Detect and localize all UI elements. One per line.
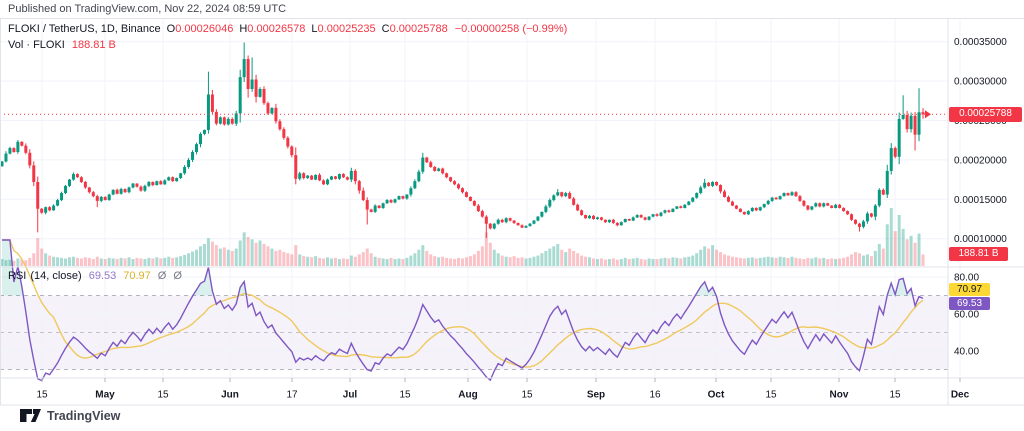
svg-text:15: 15 — [889, 390, 901, 401]
volume-legend[interactable]: Vol · FLOKI 188.81 B — [8, 39, 116, 51]
open-label: O — [166, 23, 176, 35]
svg-text:16: 16 — [649, 390, 661, 401]
svg-text:60.00: 60.00 — [954, 310, 979, 321]
rsi-hidden-icon: Ø — [173, 270, 182, 282]
svg-text:15: 15 — [157, 390, 169, 401]
svg-text:Jul: Jul — [343, 390, 358, 401]
rsi-hidden-icon: Ø — [157, 270, 167, 282]
volume-badge: 188.81 B — [949, 247, 1008, 261]
rsi-label: RSI — [8, 270, 27, 282]
symbol-title: FLOKI / TetherUS, 1D, Binance — [8, 23, 161, 35]
svg-text:15: 15 — [399, 390, 411, 401]
time-axis[interactable] — [0, 378, 948, 405]
svg-text:May: May — [95, 390, 115, 401]
close-value: 0.00025788 — [389, 23, 448, 35]
low-label: L — [311, 23, 318, 35]
svg-text:Jun: Jun — [221, 390, 239, 401]
rsi-value: 69.53 — [88, 270, 117, 282]
svg-text:15: 15 — [36, 390, 48, 401]
rsi-badge: 69.53 — [949, 296, 990, 310]
tradingview-logo-text: TradingView — [47, 409, 121, 423]
svg-text:0.00020000: 0.00020000 — [954, 155, 1007, 166]
high-label: H — [239, 23, 248, 35]
published-bar: Published on TradingView.com, Nov 22, 20… — [8, 3, 287, 15]
svg-text:15: 15 — [521, 390, 533, 401]
svg-text:80.00: 80.00 — [954, 273, 979, 284]
rsi-ma-badge: 70.97 — [949, 283, 990, 296]
low-value: 0.00025235 — [317, 23, 376, 35]
symbol-legend[interactable]: FLOKI / TetherUS, 1D, Binance O0.00026046… — [8, 23, 567, 35]
svg-text:40.00: 40.00 — [954, 347, 979, 358]
tradingview-logo-icon — [20, 409, 41, 422]
volume-label: Vol · FLOKI — [8, 39, 65, 51]
svg-text:Oct: Oct — [708, 390, 725, 401]
svg-text:Sep: Sep — [587, 390, 605, 401]
svg-text:Dec: Dec — [951, 390, 970, 401]
logo-bar: TradingView — [20, 409, 120, 423]
price-axis[interactable] — [948, 18, 1024, 405]
svg-text:0.00035000: 0.00035000 — [954, 37, 1007, 48]
svg-text:0.00010000: 0.00010000 — [954, 234, 1007, 245]
svg-text:17: 17 — [286, 390, 298, 401]
high-value: 0.00026578 — [247, 23, 306, 35]
svg-text:0.00030000: 0.00030000 — [954, 77, 1007, 88]
open-value: 0.00026046 — [175, 23, 234, 35]
rsi-ma-value: 70.97 — [123, 270, 151, 282]
chart-canvas[interactable]: 0.000350000.000300000.000250000.00020000… — [0, 18, 1024, 431]
rsi-params: (14, close) — [30, 270, 82, 282]
close-label: C — [381, 23, 390, 35]
rsi-legend[interactable]: RSI (14, close) 69.53 70.97 Ø Ø — [8, 270, 182, 282]
svg-text:Nov: Nov — [830, 390, 849, 401]
svg-text:Aug: Aug — [458, 390, 477, 401]
current-price-badge: 0.00025788 — [949, 107, 1022, 122]
change-value: −0.00000258 (−0.99%) — [454, 23, 568, 35]
svg-text:15: 15 — [765, 390, 777, 401]
volume-value: 188.81 B — [71, 39, 116, 51]
svg-text:0.00015000: 0.00015000 — [954, 195, 1007, 206]
